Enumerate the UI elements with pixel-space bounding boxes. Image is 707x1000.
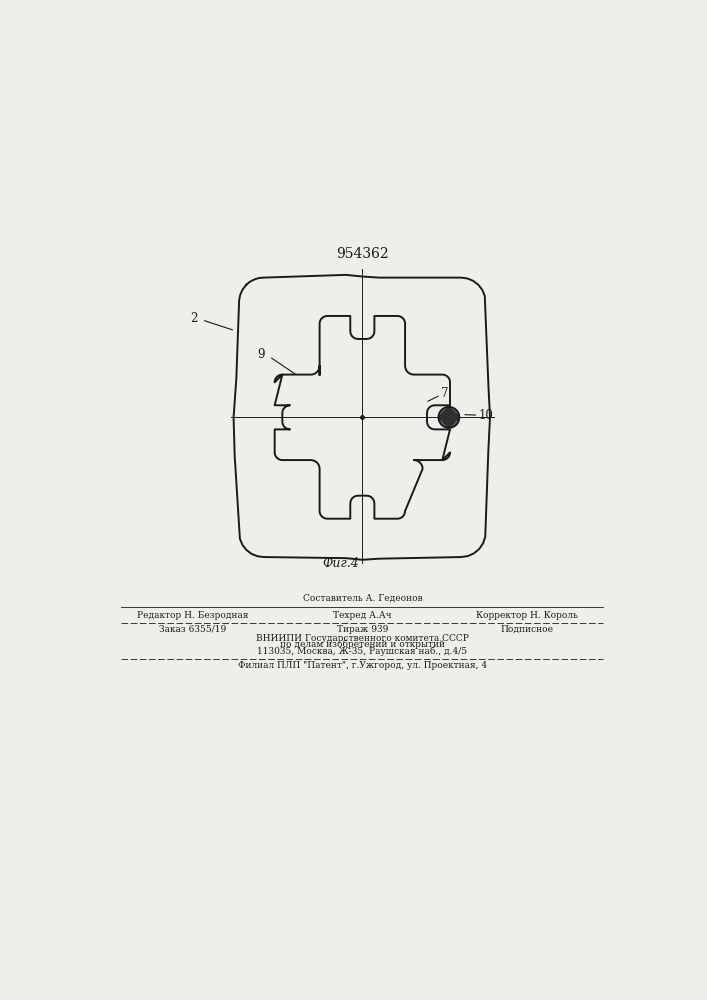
Text: 7: 7 <box>440 387 448 400</box>
Circle shape <box>438 407 460 428</box>
Text: Техред А.Ач: Техред А.Ач <box>333 611 392 620</box>
Text: Корректор Н. Король: Корректор Н. Король <box>476 611 578 620</box>
Text: Редактор Н. Безродная: Редактор Н. Безродная <box>136 611 248 620</box>
Text: Заказ 6355/19: Заказ 6355/19 <box>159 625 226 634</box>
Text: Тираж 939: Тираж 939 <box>337 625 388 634</box>
Text: Составитель А. Гедеонов: Составитель А. Гедеонов <box>303 594 422 603</box>
Text: 113035, Москва, Ж-35, Раушская наб., д.4/5: 113035, Москва, Ж-35, Раушская наб., д.4… <box>257 647 467 656</box>
Text: 9: 9 <box>257 348 264 361</box>
Text: 954362: 954362 <box>336 247 389 261</box>
Text: 10: 10 <box>479 409 493 422</box>
Text: ВНИИПИ Государственного комитета СССР: ВНИИПИ Государственного комитета СССР <box>256 634 469 643</box>
Text: Фиг.4: Фиг.4 <box>322 557 358 570</box>
Text: по делам изобретений и открытий: по делам изобретений и открытий <box>280 640 445 649</box>
Text: 2: 2 <box>190 312 197 325</box>
Text: Филиал ПЛП "Патент", г.Ужгород, ул. Проектная, 4: Филиал ПЛП "Патент", г.Ужгород, ул. Прое… <box>238 661 487 670</box>
Text: Подписное: Подписное <box>501 625 553 634</box>
